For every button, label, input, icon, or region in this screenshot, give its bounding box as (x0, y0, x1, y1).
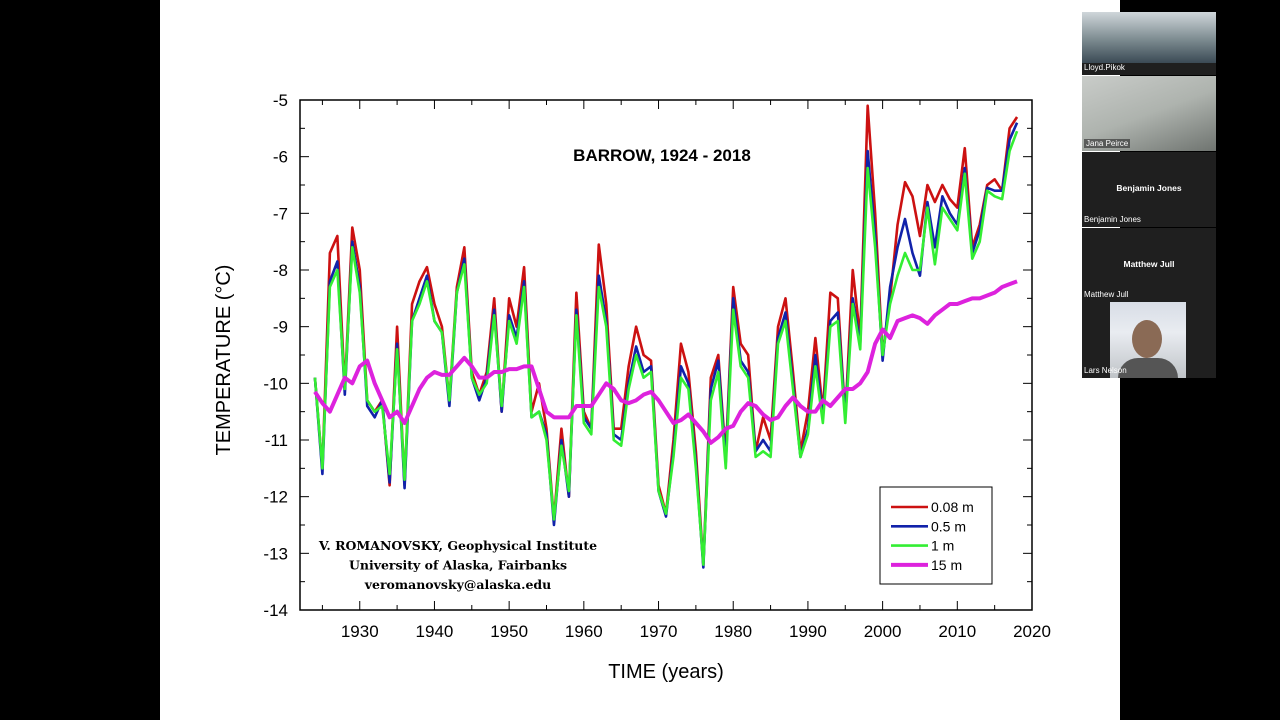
legend-label: 0.5 m (931, 518, 966, 534)
credit-line: V. ROMANOVSKY, Geophysical Institute (318, 538, 597, 553)
y-tick-label: -9 (273, 318, 288, 337)
x-axis-label: TIME (years) (608, 661, 724, 683)
y-tick-label: -13 (263, 544, 288, 563)
participant-tile-jana[interactable]: Jana Peirce (1082, 76, 1216, 151)
legend-label: 15 m (931, 557, 962, 573)
series-line-15-m (313, 279, 1018, 445)
x-tick-label: 1970 (640, 622, 678, 641)
x-tick-label: 2020 (1013, 622, 1051, 641)
y-axis-label: TEMPERATURE (°C) (213, 265, 235, 456)
participant-video (1082, 76, 1216, 151)
x-tick-label: 1990 (789, 622, 827, 641)
participant-name: Matthew Jull (1084, 290, 1129, 299)
x-tick-label: 1960 (565, 622, 603, 641)
y-tick-label: -7 (273, 204, 288, 223)
credit-line: veromanovsky@alaska.edu (364, 577, 552, 592)
series-line-1-m (313, 130, 1019, 566)
participant-name: Jana Peirce (1084, 139, 1131, 148)
x-tick-label: 1940 (416, 622, 454, 641)
y-tick-label: -5 (273, 91, 288, 110)
x-tick-label: 2010 (938, 622, 976, 641)
y-tick-label: -12 (263, 488, 288, 507)
participant-display-name: Benjamin Jones (1116, 183, 1182, 193)
participant-name: Lars Nelson (1084, 366, 1127, 375)
chart-title: BARROW, 1924 - 2018 (573, 146, 751, 165)
participant-video (1110, 302, 1186, 378)
participant-name: Lloyd.Pikok (1084, 63, 1125, 72)
participant-tile-lloyd[interactable]: Lloyd.Pikok (1082, 12, 1216, 75)
y-tick-label: -11 (265, 431, 288, 450)
y-tick-label: -8 (273, 261, 288, 280)
x-tick-label: 1950 (490, 622, 528, 641)
participant-tile-benjamin[interactable]: Benjamin Jones Benjamin Jones (1082, 152, 1216, 227)
participant-tile-lars[interactable]: Lars Nelson (1082, 302, 1216, 378)
legend-label: 1 m (931, 538, 954, 554)
legend-box (879, 486, 993, 585)
credit-line: University of Alaska, Fairbanks (349, 558, 567, 573)
participant-display-name: Matthew Jull (1123, 259, 1175, 269)
y-tick-label: -10 (263, 374, 288, 393)
y-tick-label: -14 (263, 601, 288, 620)
x-tick-label: 2000 (864, 622, 902, 641)
legend-label: 0.08 m (931, 499, 974, 515)
participant-tile-matthew[interactable]: Matthew Jull Matthew Jull (1082, 228, 1216, 302)
participant-video (1082, 12, 1216, 63)
participant-name: Benjamin Jones (1084, 215, 1141, 224)
y-tick-label: -6 (273, 148, 288, 167)
x-tick-label: 1980 (714, 622, 752, 641)
x-tick-label: 1930 (341, 622, 379, 641)
